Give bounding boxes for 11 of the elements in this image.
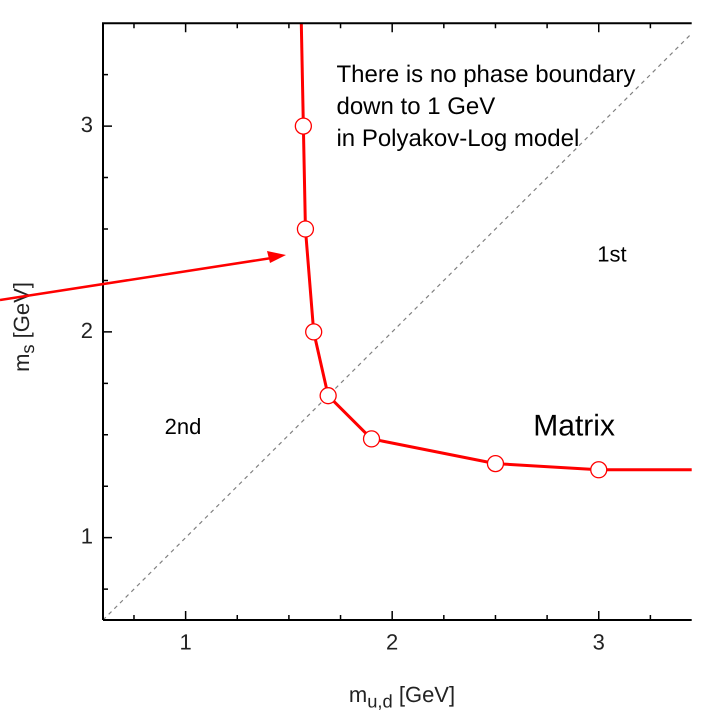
y-tick-label: 3 [80, 112, 93, 138]
annotation: There is no phase boundary down to 1 GeV in Polyakov-Log model [336, 60, 636, 152]
y-tick-label: 1 [80, 524, 93, 549]
x-tick-label: 1 [180, 629, 192, 654]
annotation: Matrix [533, 410, 615, 443]
annotation: 2nd [164, 414, 202, 440]
y-tick-label: 2 [80, 318, 93, 343]
x-axis-title: m$_{u,d}$ [GeV] [348, 682, 456, 712]
x-tick-label: 2 [386, 629, 398, 654]
x-tick-label: 3 [592, 629, 605, 654]
annotation: 1st [597, 241, 627, 266]
